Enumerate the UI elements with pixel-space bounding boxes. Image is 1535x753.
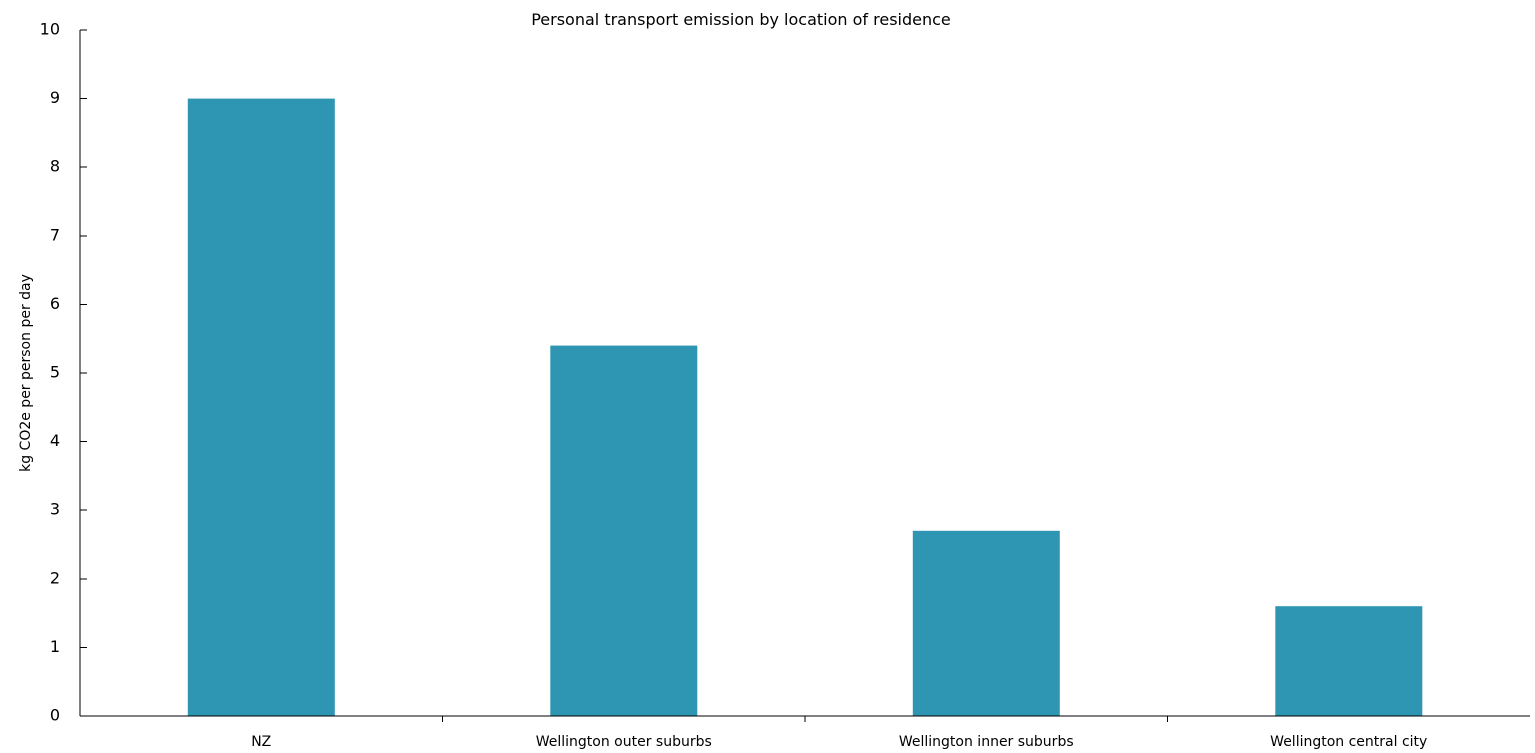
y-axis-label: kg CO2e per person per day <box>18 274 34 472</box>
y-tick-label: 0 <box>50 706 60 725</box>
y-tick-label: 4 <box>50 431 60 450</box>
y-tick-label: 9 <box>50 88 60 107</box>
x-category-label: Wellington central city <box>1270 734 1427 750</box>
bars-group <box>187 98 1423 717</box>
y-tick-label: 5 <box>50 363 60 382</box>
y-tick-label: 8 <box>50 157 60 176</box>
y-tick-label: 2 <box>50 568 60 587</box>
y-tick-label: 1 <box>50 637 60 656</box>
bar-0 <box>187 98 335 717</box>
y-tick-label: 7 <box>50 225 60 244</box>
x-category-label: Wellington inner suburbs <box>899 734 1074 750</box>
bar-1 <box>550 345 698 716</box>
chart-title: Personal transport emission by location … <box>531 10 951 29</box>
y-tick-label: 3 <box>50 500 60 519</box>
x-category-label: NZ <box>251 734 271 750</box>
bar-3 <box>1275 606 1423 716</box>
x-axis: NZ Wellington outer suburbs Wellington inn… <box>80 715 1530 750</box>
y-axis: 0 1 2 3 4 5 6 7 8 9 10 <box>40 20 87 725</box>
y-tick-label: 6 <box>50 294 60 313</box>
bar-2 <box>912 530 1060 716</box>
y-tick-label: 10 <box>40 20 60 39</box>
x-category-label: Wellington outer suburbs <box>536 734 712 750</box>
